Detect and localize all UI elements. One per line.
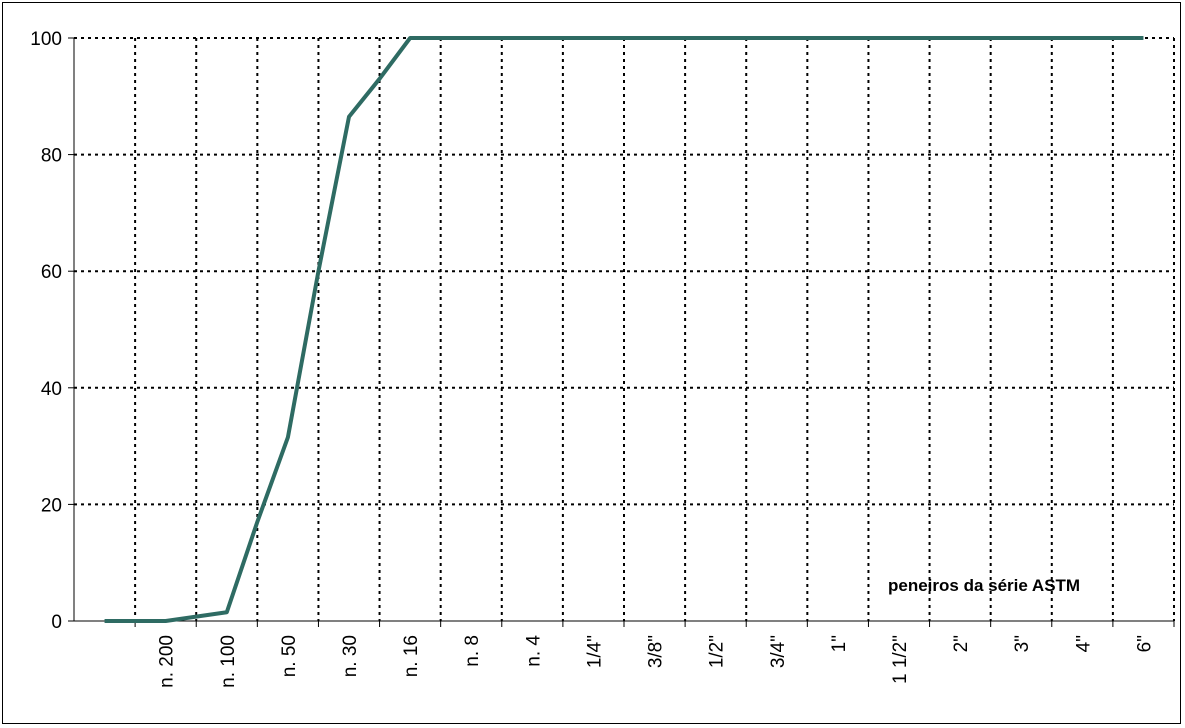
series-layer: [104, 38, 1143, 621]
y-tick-label: 0: [51, 612, 62, 633]
y-tick-label: 80: [41, 146, 62, 167]
x-tick-label: n. 16: [401, 635, 422, 677]
x-tick-label: n. 4: [523, 635, 544, 667]
x-tick-label: 3": [1012, 635, 1033, 652]
x-tick-label: 2": [951, 635, 972, 652]
x-tick-label: n. 50: [279, 635, 300, 677]
y-tick-label: 100: [30, 29, 62, 50]
series-line: [105, 38, 1144, 621]
y-tick-label: 20: [41, 495, 62, 516]
x-tick-label: 4": [1073, 635, 1094, 652]
x-tick-label: n. 30: [340, 635, 361, 677]
x-tick-label: 1/4": [584, 635, 605, 668]
y-tick-label: 60: [41, 262, 62, 283]
chart-annotation: peneiros da série ASTM: [888, 576, 1080, 595]
axes: [68, 38, 1174, 627]
x-tick-label: n. 8: [462, 635, 483, 667]
x-tick-label: n. 200: [157, 635, 178, 688]
y-tick-label: 40: [41, 379, 62, 400]
gridlines: [74, 38, 1174, 621]
x-tick-label: 1 1/2": [890, 635, 911, 684]
x-tick-label: 6": [1134, 635, 1155, 652]
x-tick-label: 3/4": [768, 635, 789, 668]
x-tick-label: 1/2": [707, 635, 728, 668]
x-tick-label: 1": [829, 635, 850, 652]
x-tick-label: 3/8": [646, 635, 667, 668]
x-tick-label: n. 100: [218, 635, 239, 688]
